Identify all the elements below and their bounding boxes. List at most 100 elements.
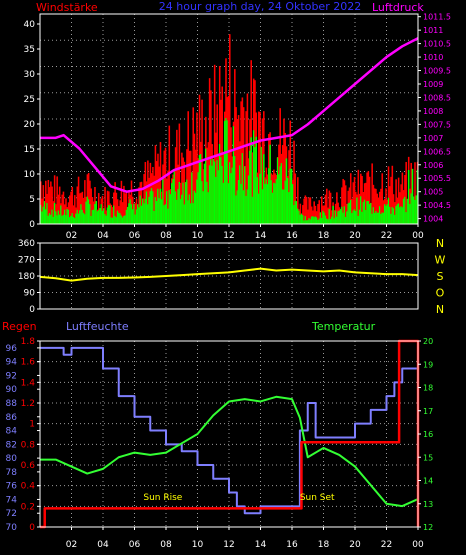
wind-direction-line [39, 267, 419, 282]
wind-speed-bar [244, 166, 246, 224]
temperatur-label: Temperatur [311, 320, 376, 333]
wind-gust-bar [62, 191, 65, 224]
wind-gust-bar [143, 174, 145, 224]
pressure-y-tick-label: 1011 [423, 26, 443, 35]
wind-gust-bar [405, 161, 407, 224]
wind-speed-bar [376, 212, 378, 224]
wind-speed-bar [58, 214, 61, 224]
wind-speed-bar [55, 211, 57, 224]
wind-gust-bar [318, 200, 321, 224]
wind-speed-bar [56, 215, 58, 224]
wind-speed-bar [68, 217, 71, 224]
wind-speed-bar [179, 199, 182, 224]
wind-speed-bar [111, 217, 114, 224]
wind-gust-bar [124, 193, 126, 224]
wind-speed-bar [401, 207, 404, 224]
wind-speed-bar [275, 179, 278, 224]
wind-speed-bar [57, 210, 60, 224]
wind-gust-bar [82, 197, 85, 224]
wind-gust-bar [284, 132, 286, 224]
wind-gust-bar [400, 184, 402, 224]
wind-speed-bar [360, 196, 362, 224]
wind-gust-bar [110, 204, 113, 224]
direction-y-tick-label: 270 [18, 256, 35, 266]
wind-speed-bar [130, 204, 133, 224]
wind-gust-bar [317, 204, 319, 224]
wind-speed-bar [113, 205, 115, 224]
wind-gust-bar [309, 197, 312, 224]
pressure-y-tick-label: 1007 [423, 134, 443, 143]
wind-speed-bar [328, 209, 331, 224]
sunset-label: Sun Set [300, 493, 335, 503]
wind-speed-bar [106, 207, 109, 224]
wind-gust-bar [236, 119, 239, 224]
regen-y-tick-label: 0.8 [21, 440, 36, 450]
wind-speed-bar [186, 179, 188, 224]
wind-speed-bar [377, 212, 380, 224]
wind-speed-bar [371, 213, 373, 224]
wind-gust-bar [125, 190, 128, 224]
wind-speed-bar [94, 203, 96, 224]
wind-speed-bar [312, 216, 314, 224]
wind-gust-bar [235, 107, 237, 224]
compass-label: S [437, 270, 444, 283]
pressure-y-tick-label: 1010.5 [423, 40, 451, 49]
wind-gust-bar [310, 206, 313, 224]
wind-speed-bar [336, 216, 338, 224]
wind-speed-bar [290, 168, 293, 224]
wind-gust-bar [71, 186, 74, 224]
wind-gust-bar [164, 147, 167, 224]
wind-speed-bar [196, 179, 198, 224]
axes-layer [37, 13, 421, 530]
wind-speed-bar [378, 206, 381, 224]
wind-speed-bar [392, 208, 395, 224]
wind-speed-bar [41, 211, 43, 224]
wind-gust-bar [208, 78, 211, 224]
wind-speed-bar [297, 208, 299, 224]
wind-speed-bar [295, 201, 298, 224]
wind-speed-bar [255, 136, 258, 224]
temp-y-tick-label: 17 [423, 407, 433, 416]
wind-speed-bar [382, 212, 385, 224]
wind-speed-bar [257, 193, 260, 224]
bottom-x-tick-label: 18 [318, 540, 330, 550]
wind-speed-bar [265, 179, 268, 224]
wind-speed-bar [174, 191, 177, 224]
wind-speed-bar [91, 210, 94, 224]
wind-gust-bar [367, 171, 370, 224]
feuchte-y-tick-label: 82 [6, 440, 17, 450]
wind-speed-bar [125, 209, 128, 224]
wind-gust-bar [246, 93, 249, 225]
wind-speed-bar [138, 207, 140, 224]
feuchte-y-tick-label: 86 [6, 413, 18, 423]
wind-gust-bar [58, 186, 61, 224]
wind-speed-bar [375, 210, 377, 224]
wind-speed-bar [80, 204, 82, 224]
wind-speed-bar [129, 199, 132, 224]
temp-y-tick-label: 15 [423, 453, 433, 462]
wind-gust-bar [90, 188, 92, 224]
wind-gust-bar [42, 185, 45, 224]
wind-speed-bar [48, 213, 51, 224]
wind-gust-bar [68, 195, 71, 224]
wind-gust-bar [242, 107, 245, 224]
wind-speed-bar [118, 212, 120, 224]
wind-speed-bar [245, 195, 247, 224]
regen-y-tick-label: 1.8 [21, 337, 36, 347]
wind-gust-bar [40, 181, 42, 224]
wind-speed-bar [187, 200, 189, 224]
wind-gust-bar [144, 162, 147, 224]
wind-speed-bar [250, 137, 252, 224]
wind-gust-bar [305, 196, 308, 224]
top-x-tick-label: 00 [412, 231, 424, 241]
wind-gust-bar [123, 185, 125, 224]
wind-speed-bar [189, 203, 192, 224]
wind-speed-bar [159, 188, 162, 224]
regen-y-tick-label: 1.6 [21, 358, 36, 368]
wind-gust-bar [376, 193, 378, 224]
temperatur-line [40, 395, 419, 508]
wind-speed-bar [203, 163, 206, 224]
wind-gust-bar [327, 207, 329, 224]
wind-speed-bar [72, 217, 75, 224]
regen-y-tick-label: 0.4 [21, 482, 36, 492]
